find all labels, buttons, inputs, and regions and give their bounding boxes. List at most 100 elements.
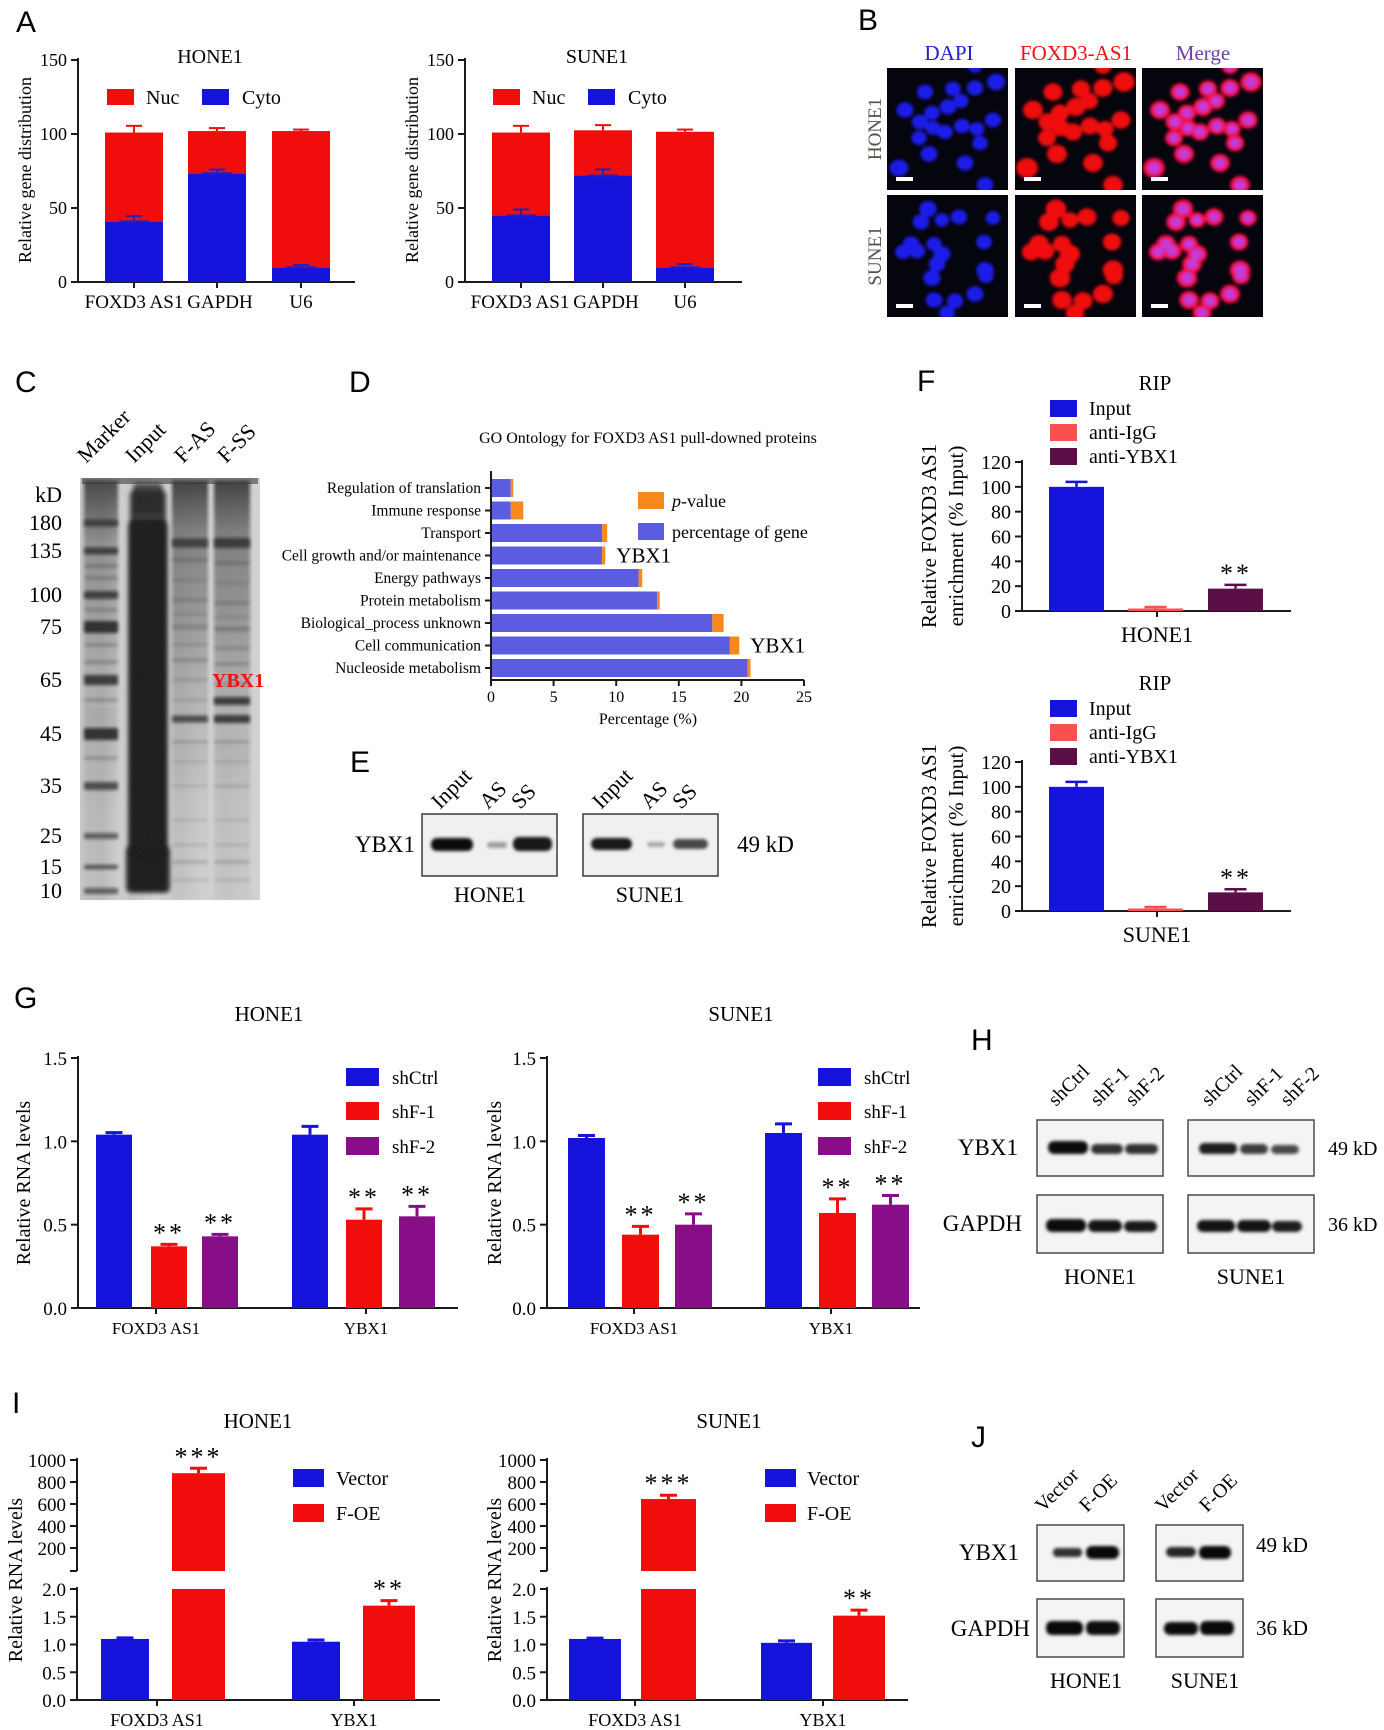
svg-text:anti-IgG: anti-IgG <box>1089 422 1157 444</box>
svg-text:100: 100 <box>427 124 454 144</box>
svg-text:SUNE1: SUNE1 <box>1171 1668 1239 1693</box>
svg-text:YBX1: YBX1 <box>330 1710 377 1730</box>
svg-text:SUNE1: SUNE1 <box>708 1002 773 1026</box>
svg-text:1.0: 1.0 <box>43 1132 67 1153</box>
svg-text:49 kD: 49 kD <box>737 832 794 857</box>
svg-text:GAPDH: GAPDH <box>951 1616 1030 1641</box>
svg-text:HONE1: HONE1 <box>1050 1668 1122 1693</box>
svg-text:RIP: RIP <box>1139 671 1172 695</box>
svg-text:***: *** <box>645 1469 693 1498</box>
svg-text:**: ** <box>204 1208 236 1237</box>
svg-text:C: C <box>15 366 37 399</box>
svg-text:60: 60 <box>991 827 1011 849</box>
svg-text:180: 180 <box>29 510 62 535</box>
svg-text:FOXD3 AS1: FOXD3 AS1 <box>471 292 570 313</box>
svg-text:Input: Input <box>1089 398 1132 420</box>
svg-text:Nuc: Nuc <box>146 87 179 109</box>
svg-text:25: 25 <box>40 823 62 848</box>
svg-text:Relative RNA levels: Relative RNA levels <box>13 1101 35 1266</box>
svg-text:0.0: 0.0 <box>43 1299 67 1320</box>
svg-text:**: ** <box>875 1170 907 1199</box>
svg-text:p-value: p-value <box>670 491 726 511</box>
svg-text:40: 40 <box>991 551 1011 573</box>
svg-text:Relative gene distribution: Relative gene distribution <box>15 77 35 263</box>
svg-text:A: A <box>16 6 36 39</box>
svg-text:HONE1: HONE1 <box>1064 1264 1136 1289</box>
svg-text:B: B <box>858 4 878 37</box>
svg-text:HONE1: HONE1 <box>177 46 243 68</box>
svg-text:F-OE: F-OE <box>336 1503 380 1525</box>
svg-text:GAPDH: GAPDH <box>943 1211 1022 1236</box>
svg-text:**: ** <box>822 1173 854 1202</box>
svg-text:120: 120 <box>981 752 1011 774</box>
svg-text:Cell growth and/or maintenance: Cell growth and/or maintenance <box>282 548 481 565</box>
svg-text:150: 150 <box>40 50 67 70</box>
svg-text:1000: 1000 <box>498 1451 536 1472</box>
svg-text:0: 0 <box>487 689 495 706</box>
svg-text:1.5: 1.5 <box>42 1608 66 1629</box>
svg-text:Merge: Merge <box>1176 41 1230 65</box>
svg-text:Relative RNA levels: Relative RNA levels <box>5 1498 27 1663</box>
svg-text:Regulation of translation: Regulation of translation <box>327 480 481 497</box>
svg-text:Immune response: Immune response <box>371 503 481 520</box>
svg-text:FOXD3 AS1: FOXD3 AS1 <box>112 1319 200 1338</box>
svg-text:400: 400 <box>508 1517 537 1538</box>
svg-text:20: 20 <box>991 876 1011 898</box>
svg-text:U6: U6 <box>673 292 696 313</box>
svg-text:36 kD: 36 kD <box>1328 1214 1377 1236</box>
svg-text:Vector: Vector <box>807 1468 860 1490</box>
svg-text:HONE1: HONE1 <box>224 1409 293 1433</box>
svg-text:YBX1: YBX1 <box>809 1319 853 1338</box>
svg-text:shCtrl: shCtrl <box>864 1068 910 1089</box>
svg-text:1.0: 1.0 <box>512 1132 536 1153</box>
svg-text:Protein metabolism: Protein metabolism <box>360 593 481 610</box>
svg-text:Input: Input <box>1089 698 1132 720</box>
svg-text:YBX1: YBX1 <box>958 1135 1018 1160</box>
svg-text:HONE1: HONE1 <box>865 98 886 160</box>
svg-text:J: J <box>971 1421 986 1454</box>
svg-text:80: 80 <box>991 802 1011 824</box>
svg-text:800: 800 <box>38 1473 67 1494</box>
svg-text:Cyto: Cyto <box>242 87 281 109</box>
svg-text:SUNE1: SUNE1 <box>865 226 886 285</box>
svg-text:YBX1: YBX1 <box>616 544 671 568</box>
svg-text:20: 20 <box>733 689 749 706</box>
svg-text:enrichment (% Input): enrichment (% Input) <box>944 746 968 927</box>
svg-text:F-OE: F-OE <box>807 1503 851 1525</box>
svg-text:SUNE1: SUNE1 <box>566 46 628 68</box>
svg-text:36 kD: 36 kD <box>1256 1616 1308 1640</box>
svg-text:FOXD3-AS1: FOXD3-AS1 <box>1020 41 1132 65</box>
svg-text:D: D <box>349 366 371 399</box>
svg-text:kD: kD <box>35 482 62 507</box>
svg-text:FOXD3 AS1: FOXD3 AS1 <box>110 1710 204 1730</box>
svg-text:0: 0 <box>1001 901 1011 923</box>
svg-text:Vector: Vector <box>336 1468 389 1490</box>
svg-text:SUNE1: SUNE1 <box>1217 1264 1285 1289</box>
svg-text:0.5: 0.5 <box>512 1663 536 1684</box>
svg-text:Relative gene distribution: Relative gene distribution <box>402 77 422 263</box>
svg-text:Biological_process unknown: Biological_process unknown <box>301 615 482 632</box>
svg-text:65: 65 <box>40 667 62 692</box>
svg-text:50: 50 <box>436 198 454 218</box>
svg-text:HONE1: HONE1 <box>235 1002 304 1026</box>
svg-text:80: 80 <box>991 502 1011 524</box>
svg-text:shF-2: shF-2 <box>864 1137 907 1158</box>
svg-text:SUNE1: SUNE1 <box>1123 922 1191 947</box>
svg-text:YBX1: YBX1 <box>212 670 264 692</box>
svg-text:0.5: 0.5 <box>512 1216 536 1237</box>
svg-text:1.5: 1.5 <box>512 1608 536 1629</box>
svg-text:HONE1: HONE1 <box>1121 622 1193 647</box>
svg-text:40: 40 <box>991 851 1011 873</box>
svg-text:enrichment (% Input): enrichment (% Input) <box>944 446 968 627</box>
svg-text:H: H <box>971 1024 993 1057</box>
svg-text:E: E <box>350 746 370 779</box>
svg-text:GAPDH: GAPDH <box>187 292 253 313</box>
svg-text:Energy pathways: Energy pathways <box>374 570 481 587</box>
svg-text:100: 100 <box>40 124 67 144</box>
svg-text:anti-YBX1: anti-YBX1 <box>1089 446 1178 468</box>
svg-text:DAPI: DAPI <box>924 41 973 65</box>
svg-text:FOXD3 AS1: FOXD3 AS1 <box>588 1710 682 1730</box>
svg-text:Relative RNA levels: Relative RNA levels <box>484 1498 506 1663</box>
svg-text:shF-1: shF-1 <box>864 1102 907 1123</box>
svg-text:YBX1: YBX1 <box>750 634 805 658</box>
